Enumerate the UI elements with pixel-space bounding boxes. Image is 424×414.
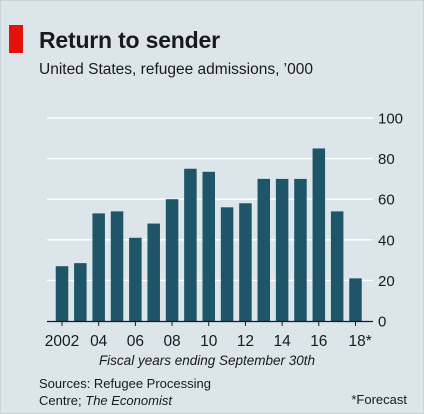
bar	[74, 263, 87, 321]
x-tick-label: 14	[274, 333, 292, 350]
x-tick-label: 2002	[45, 333, 79, 350]
y-tick-label: 20	[378, 273, 395, 290]
red-accent-tag	[9, 25, 23, 53]
bar	[220, 207, 234, 321]
bar	[239, 203, 252, 321]
y-tick-label: 80	[378, 151, 395, 168]
source-line-1: Sources: Refugee Processing	[39, 376, 211, 391]
bar-chart: 0 20 40 60 80 100 2002 04 06 08 10 12 14 16 18* Fisca…	[45, 111, 403, 369]
bar	[349, 278, 362, 321]
bar	[257, 178, 271, 321]
bar	[184, 168, 197, 321]
x-tick-label: 04	[90, 333, 108, 350]
y-tick-label: 100	[378, 111, 403, 128]
bar	[294, 178, 307, 321]
bar	[55, 266, 69, 321]
y-tick-label: 40	[378, 232, 395, 249]
x-tick-labels: 2002 04 06 08 10 12 14 16 18*	[45, 321, 372, 350]
bar	[147, 223, 160, 321]
source-line-2: Centre; The Economist	[39, 392, 211, 409]
x-axis-label: Fiscal years ending September 30th	[99, 353, 315, 368]
chart-title: Return to sender	[39, 27, 220, 53]
x-tick-label: 18*	[349, 333, 372, 350]
bar	[330, 211, 344, 321]
x-tick-label: 08	[163, 333, 180, 350]
forecast-footnote: *Forecast	[351, 392, 407, 407]
y-tick-label: 0	[378, 314, 386, 331]
bar	[312, 148, 326, 321]
bar	[92, 213, 105, 321]
y-tick-label: 60	[378, 192, 395, 209]
x-tick-label: 16	[310, 333, 327, 350]
source-note: Sources: Refugee Processing Centre; The …	[39, 375, 211, 409]
bar	[275, 178, 289, 321]
chart-subtitle: United States, refugee admissions, ’000	[39, 61, 313, 78]
source-line-2-prefix: Centre;	[39, 393, 86, 408]
bar	[110, 211, 124, 321]
bar	[202, 171, 215, 321]
x-tick-label: 06	[127, 333, 144, 350]
source-publication: The Economist	[85, 393, 172, 408]
x-tick-label: 12	[237, 333, 254, 350]
bar	[165, 199, 179, 321]
bars	[55, 148, 362, 321]
x-tick-label: 10	[200, 333, 218, 350]
y-tick-labels: 0 20 40 60 80 100	[378, 111, 403, 331]
bar	[129, 237, 142, 321]
